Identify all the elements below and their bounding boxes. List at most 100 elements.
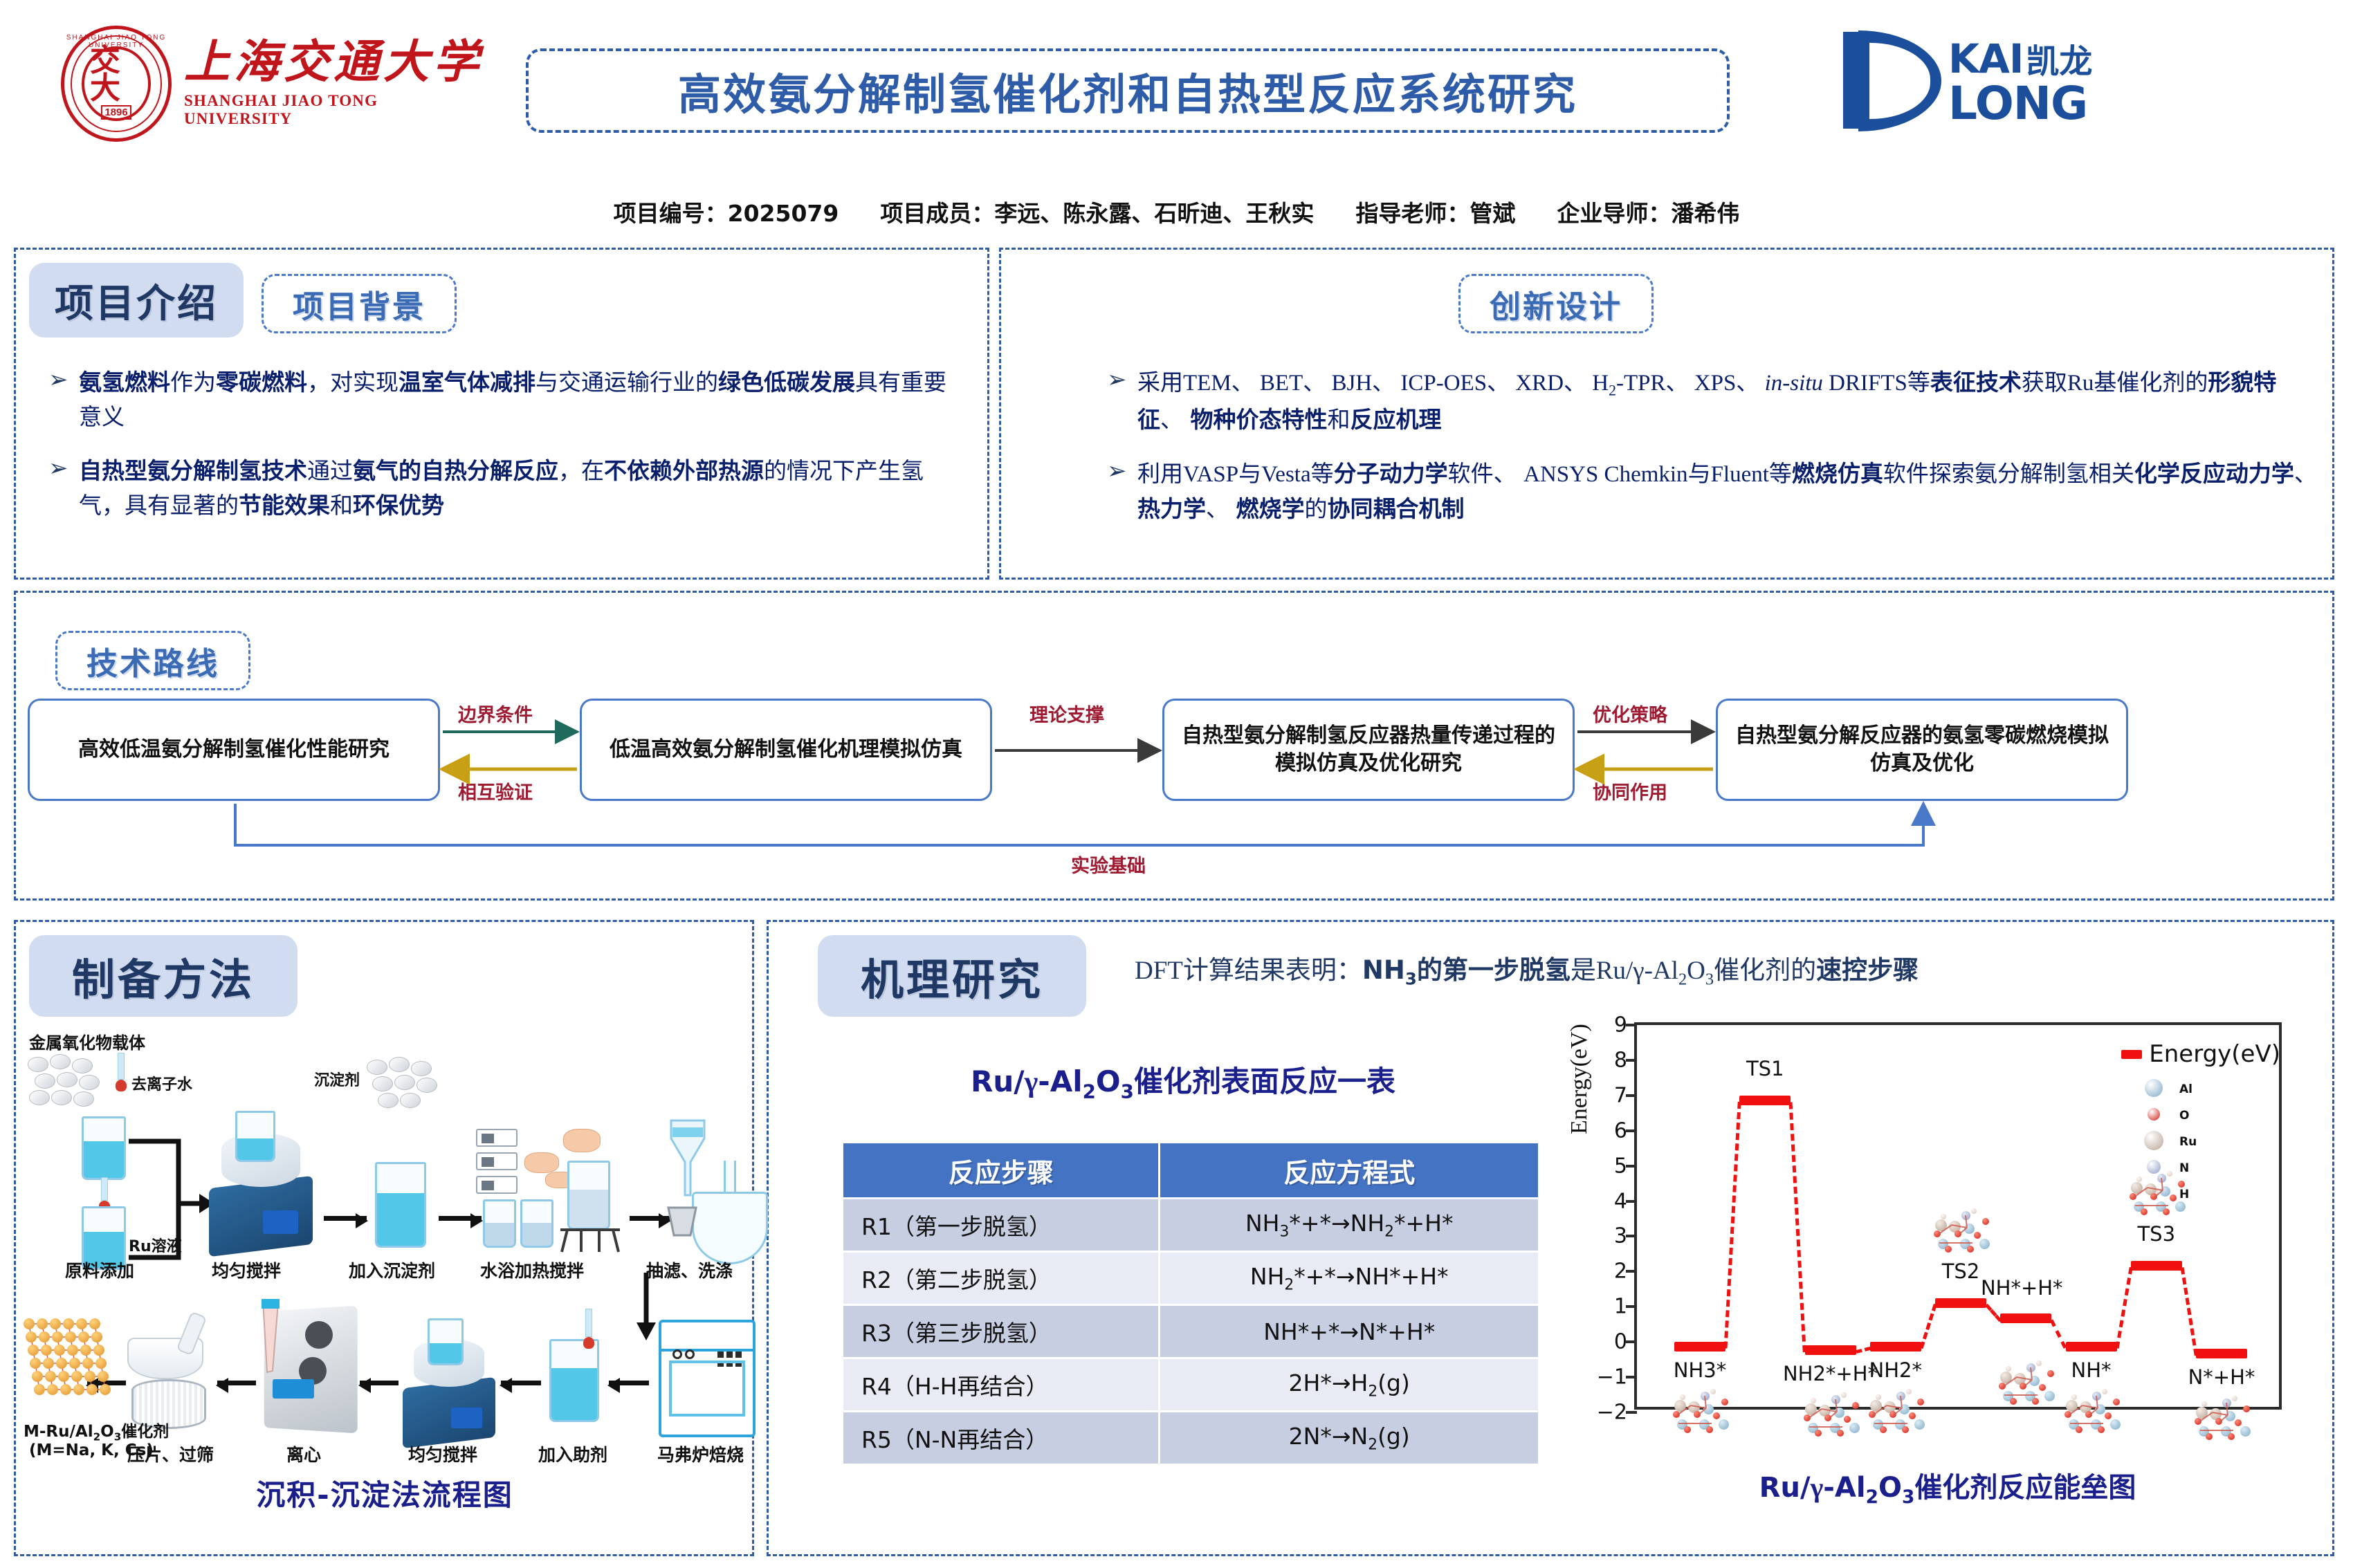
table-row: R5（N-N再结合） 2N*→N2(g) — [843, 1412, 1538, 1464]
kailong-k-mark-icon — [1840, 28, 1944, 131]
centrifuge-icon — [262, 1305, 358, 1434]
muffle-furnace-icon — [659, 1320, 756, 1437]
section-tag-mechanism: 机理研究 — [818, 935, 1086, 1017]
introduction-bullet-list: ➢ 氨氢燃料作为零碳燃料，对实现温室气体减排与交通运输行业的绿色低碳发展具有重要意… — [48, 365, 969, 543]
beaker-icon-3 — [375, 1162, 426, 1248]
atom-legend-row: Ru — [2138, 1129, 2197, 1155]
chart-energy-level-NH — [2065, 1342, 2117, 1352]
atom-sphere-Ru — [2138, 1130, 2170, 1154]
pellets-icon-1 — [28, 1054, 111, 1112]
chart-y-tick-label: 7 — [1613, 1083, 1627, 1108]
project-advisor: 指导老师：管斌 — [1355, 200, 1516, 227]
table-row: R1（第一步脱氢） NH3*+*→NH2*+H* — [843, 1199, 1538, 1251]
flow-box-3-label: 自热型氨分解制氢反应器热量传递过程的模拟仿真及优化研究 — [1182, 723, 1555, 775]
prep-support-label: 金属氧化物载体 — [29, 1033, 145, 1053]
prep-product-label-line1: M-Ru/Al2O3催化剂 — [24, 1423, 170, 1444]
chart-connector — [1723, 1102, 1741, 1349]
table-cell-step: R4（H-H再结合） — [843, 1359, 1159, 1410]
chart-y-tick-mark — [1626, 1235, 1637, 1238]
chart-y-tick-label: 2 — [1613, 1259, 1627, 1284]
prep-minilabel-ru-solution: Ru溶液 — [129, 1238, 182, 1255]
table-cell-equation: 2H*→H2(g) — [1160, 1359, 1538, 1410]
chart-y-tick-label: 8 — [1613, 1048, 1627, 1073]
chart-y-tick-mark — [1626, 1305, 1637, 1309]
prep-step-label-3: 加入沉淀剂 — [349, 1261, 436, 1281]
prep-step-label-6: 马弗炉焙烧 — [657, 1445, 744, 1465]
molecule-thumbnail-TS2 — [1931, 1207, 1990, 1255]
chart-energy-level-NH3 — [1674, 1342, 1725, 1352]
table-header-equation: 反应方程式 — [1160, 1143, 1538, 1197]
preparation-diagram-caption: 沉积-沉淀法流程图 — [256, 1478, 513, 1512]
prep-wrap-arrow — [637, 1273, 656, 1340]
chart-y-tick-mark — [1626, 1058, 1637, 1062]
chart-y-tick-label: 4 — [1613, 1189, 1627, 1214]
chart-point-label: TS2 — [1941, 1259, 1980, 1283]
panel-technical-route — [14, 591, 2334, 901]
prep-arrow-6 — [358, 1378, 399, 1393]
chart-y-tick-mark — [1626, 1411, 1637, 1414]
chart-point-label: TS1 — [1746, 1056, 1784, 1080]
flow-box-3: 自热型氨分解制氢反应器热量传递过程的模拟仿真及优化研究 — [1162, 699, 1575, 801]
prep-step-label-2: 均匀搅拌 — [212, 1261, 282, 1281]
chart-connector — [2115, 1267, 2133, 1349]
poster-header: SHANGHAI JIAO TONG UNIVERSITY 交大 1896 上海… — [0, 0, 2353, 176]
energy-barrier-chart: Energy(eV) Energy(eV) Al O Ru N H −2 −1 0 1 2 3 4 5… — [1566, 1013, 2325, 1459]
molecule-thumbnail-NH2 — [1866, 1387, 1925, 1436]
flow-box-1: 高效低温氨分解制氢催化性能研究 — [28, 699, 440, 801]
beaker-waterbath-icon — [567, 1161, 610, 1230]
chart-point-label: NH2* — [1869, 1358, 1922, 1383]
university-name-en: SHANGHAI JIAO TONG UNIVERSITY — [184, 92, 378, 128]
preparation-flow-diagram: 金属氧化物载体 去离子水 Ru溶液 沉淀剂 — [24, 1029, 768, 1547]
atom-legend-row: N — [2138, 1155, 2197, 1181]
magnetic-stirrer-icon-2 — [403, 1339, 495, 1449]
prep-step-label-1: 原料添加 — [65, 1261, 135, 1281]
logo-text-kailong-cn: 凯龙 — [2026, 43, 2093, 80]
section-tag-preparation-label: 制备方法 — [71, 954, 255, 1005]
molecule-thumbnail-NH2H — [1801, 1391, 1860, 1439]
chart-point-label: TS3 — [2137, 1222, 2176, 1246]
beaker-icon-4a — [483, 1199, 516, 1248]
chart-y-tick-label: −2 — [1596, 1400, 1627, 1425]
panel-innovation-design — [999, 248, 2334, 580]
logo-text-kai: KAI — [1948, 35, 2024, 82]
table-cell-step: R2（第二步脱氢） — [843, 1253, 1159, 1304]
section-tag-innovation-label: 创新设计 — [1489, 288, 1622, 325]
atom-legend-row: Al — [2138, 1076, 2197, 1103]
section-tag-technical-route-label: 技术路线 — [86, 645, 219, 682]
chart-plot-area: Energy(eV) Al O Ru N H −2 −1 0 1 2 3 4 5 6 7 8 9 NH3* TS1… — [1597, 1013, 2282, 1441]
molecule-thumbnail-NH3 — [1670, 1387, 1730, 1436]
atom-legend-label: Al — [2179, 1082, 2192, 1096]
pipette-icon-2 — [99, 1177, 110, 1210]
section-tag-introduction-label: 项目介绍 — [55, 281, 218, 326]
atom-sphere-O — [2138, 1107, 2170, 1124]
project-number: 项目编号：2025079 — [613, 200, 839, 227]
chart-y-axis-label: Energy(eV) — [1566, 1024, 1592, 1134]
chart-point-label: NH2*+H* — [1782, 1362, 1878, 1386]
flow-label-theory-support: 理论支撑 — [1029, 705, 1104, 726]
chart-point-label: NH* — [2071, 1358, 2112, 1383]
table-header-row: 反应步骤 反应方程式 — [843, 1143, 1538, 1197]
bullet-arrow-icon: ➢ — [1107, 457, 1127, 484]
prep-arrow-7 — [216, 1378, 256, 1393]
beaker-on-stirrer-1 — [235, 1111, 275, 1162]
molecule-thumbnail-NH — [2062, 1387, 2121, 1436]
table-cell-equation: NH3*+*→NH2*+H* — [1160, 1199, 1538, 1251]
atom-sphere-Al — [2138, 1078, 2170, 1100]
reagent-bottles-icon — [476, 1129, 524, 1195]
chart-energy-level-NH2H — [1804, 1345, 1856, 1356]
table-row: R4（H-H再结合） 2H*→H2(g) — [843, 1359, 1538, 1410]
prep-arrow-4 — [607, 1378, 649, 1393]
beaker-icon-5 — [549, 1339, 599, 1422]
chart-connector — [1919, 1304, 1937, 1349]
chart-y-tick-mark — [1626, 1376, 1637, 1379]
section-tag-mechanism-label: 机理研究 — [860, 954, 1043, 1005]
chart-connector — [1985, 1303, 2002, 1322]
flow-label-optimization: 优化策略 — [1593, 705, 1667, 726]
pipette-icon-3 — [583, 1309, 594, 1349]
crucible-icon — [667, 1206, 697, 1237]
chart-y-tick-mark — [1626, 1199, 1637, 1203]
reaction-table-title: Ru/γ-Al2O3催化剂表面反应一表 — [971, 1064, 1395, 1103]
chart-energy-level-NHH — [2000, 1313, 2052, 1324]
bullet-item: ➢ 采用TEM、 BET、 BJH、 ICP-OES、 XRD、 H2-TPR、 … — [1107, 365, 2321, 437]
flow-label-mutual-validation: 相互验证 — [458, 782, 533, 804]
